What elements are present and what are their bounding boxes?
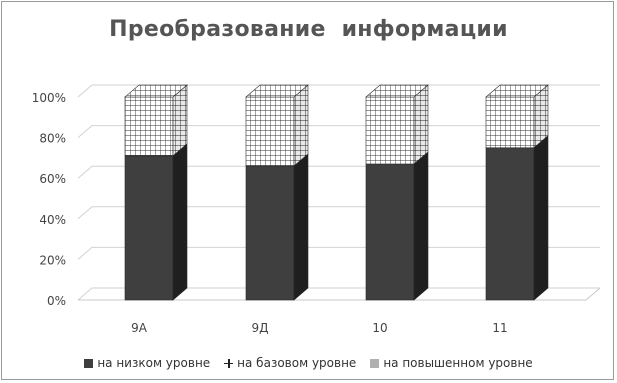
- bar-segment-side: [172, 143, 188, 301]
- bar-top: [365, 84, 429, 98]
- bar-top: [245, 84, 309, 98]
- bar-segment: [124, 155, 174, 301]
- bar-segment: [124, 96, 174, 157]
- legend-item-low: на низком уровне: [84, 356, 210, 370]
- chart-legend: на низком уровне на базовом уровне на по…: [0, 356, 617, 370]
- bar-top: [485, 84, 549, 98]
- y-tick-label: 60%: [39, 172, 66, 186]
- bar-segment-side: [293, 84, 309, 167]
- legend-label-high: на повышенном уровне: [383, 356, 533, 370]
- gridline: [77, 246, 600, 260]
- bar-segment-side: [533, 135, 549, 301]
- gridline: [77, 84, 600, 98]
- bar-segment: [485, 96, 535, 149]
- x-tick-label: 10: [372, 321, 387, 335]
- y-tick-label: 0%: [47, 294, 66, 308]
- y-tick-label: 20%: [39, 253, 66, 267]
- legend-swatch-high: [370, 358, 380, 368]
- gridline: [77, 125, 600, 138]
- bar-segment-side: [172, 84, 188, 157]
- legend-item-high: на повышенном уровне: [370, 356, 533, 370]
- y-tick-label: 40%: [39, 213, 66, 227]
- y-tick-label: 100%: [32, 91, 66, 105]
- bar-segment: [485, 147, 535, 301]
- legend-swatch-low: [84, 358, 94, 368]
- x-tick-label: 9А: [131, 321, 148, 335]
- legend-item-base: на базовом уровне: [224, 356, 356, 370]
- gridline: [77, 165, 600, 179]
- bar-segment: [245, 165, 295, 301]
- legend-label-base: на базовом уровне: [237, 356, 357, 370]
- x-tick-label: 11: [492, 321, 507, 335]
- bar-segment: [365, 96, 415, 165]
- legend-swatch-base: [224, 358, 234, 368]
- bar-segment: [245, 96, 295, 167]
- bar-segment-side: [413, 84, 429, 165]
- chart-title: Преобразование информации: [109, 17, 508, 42]
- x-tick-label: 9Д: [251, 321, 268, 335]
- legend-label-low: на низком уровне: [97, 356, 211, 370]
- bar-segment: [365, 163, 415, 301]
- y-tick-label: 80%: [39, 132, 66, 146]
- bar-segment-side: [413, 151, 429, 301]
- gridline: [77, 206, 600, 220]
- bar-segment-side: [293, 153, 309, 301]
- gridline: [77, 287, 600, 301]
- bar-top: [124, 84, 188, 98]
